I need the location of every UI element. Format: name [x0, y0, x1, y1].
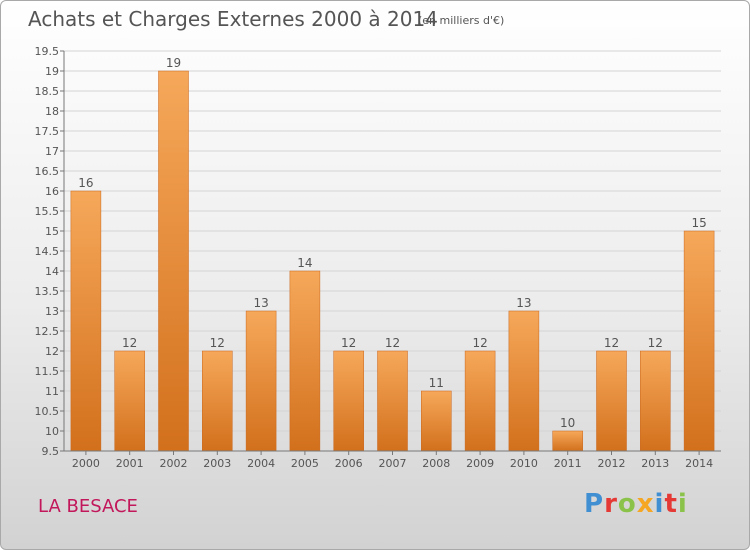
- y-tick-label: 11.5: [35, 365, 60, 378]
- y-tick-label: 10.5: [35, 405, 60, 418]
- data-label: 12: [122, 336, 137, 350]
- bar-2009: [464, 350, 496, 452]
- bar-2005: [289, 270, 321, 452]
- y-tick-label: 12: [45, 345, 59, 358]
- y-tick-label: 14: [45, 265, 59, 278]
- x-tick-label: 2001: [116, 457, 144, 470]
- proxiti-logo[interactable]: Proxiti: [584, 489, 688, 519]
- data-label: 13: [253, 296, 268, 310]
- y-tick-label: 19: [45, 65, 59, 78]
- bar-2008: [421, 390, 452, 452]
- place-name: LA BESACE: [38, 496, 138, 517]
- x-tick-label: 2011: [554, 457, 582, 470]
- x-tick-label: 2007: [379, 457, 407, 470]
- x-tick-label: 2000: [72, 457, 100, 470]
- y-tick-label: 15: [45, 225, 59, 238]
- x-tick-label: 2009: [466, 457, 494, 470]
- data-label: 12: [604, 336, 619, 350]
- y-tick-label: 19.5: [35, 45, 60, 58]
- x-tick-label: 2005: [291, 457, 319, 470]
- data-label: 12: [472, 336, 487, 350]
- bar-2000: [70, 190, 102, 452]
- logo-letter: P: [584, 489, 605, 519]
- bar-2010: [508, 310, 540, 452]
- bar-2013: [640, 350, 671, 452]
- data-label: 12: [385, 336, 400, 350]
- labels: 9.5 10 10.5 11 11.5 12 12.5 13 13.5 14 14.5 15 15.5 1…: [35, 45, 714, 470]
- y-tick-label: 10: [45, 425, 59, 438]
- x-tick-label: 2004: [247, 457, 275, 470]
- logo-letter: o: [617, 489, 637, 519]
- axes: [60, 50, 721, 455]
- y-tick-label: 9.5: [42, 445, 60, 458]
- data-label: 12: [648, 336, 663, 350]
- data-label: 12: [341, 336, 356, 350]
- logo-letter: i: [677, 489, 688, 519]
- y-tick-label: 14.5: [35, 245, 60, 258]
- chart-title: Achats et Charges Externes 2000 à 2014: [28, 7, 438, 31]
- logo-letter: r: [604, 489, 618, 519]
- y-tick-label: 17.5: [35, 125, 60, 138]
- data-label: 16: [78, 176, 93, 190]
- data-label: 13: [516, 296, 531, 310]
- bars: [70, 70, 715, 452]
- bar-2014: [683, 230, 715, 452]
- bar-2007: [377, 350, 408, 452]
- y-tick-label: 16.5: [35, 165, 60, 178]
- bar-2001: [114, 350, 145, 452]
- logo-letter: t: [664, 489, 678, 519]
- x-tick-label: 2012: [598, 457, 626, 470]
- chart-subtitle: (en milliers d'€): [418, 14, 505, 27]
- y-tick-label: 18: [45, 105, 59, 118]
- bar-2006: [333, 350, 364, 452]
- y-tick-label: 11: [45, 385, 59, 398]
- data-label: 12: [210, 336, 225, 350]
- y-tick-label: 13.5: [35, 285, 60, 298]
- x-tick-label: 2014: [685, 457, 713, 470]
- data-label: 10: [560, 416, 575, 430]
- data-label: 15: [691, 216, 706, 230]
- y-tick-label: 18.5: [35, 85, 60, 98]
- data-label: 11: [429, 376, 444, 390]
- x-tick-label: 2003: [203, 457, 231, 470]
- y-tick-label: 12.5: [35, 325, 60, 338]
- logo-letter: i: [654, 489, 665, 519]
- x-tick-label: 2013: [641, 457, 669, 470]
- data-label: 19: [166, 56, 181, 70]
- x-tick-label: 2002: [160, 457, 188, 470]
- x-tick-label: 2008: [422, 457, 450, 470]
- y-tick-label: 13: [45, 305, 59, 318]
- x-tick-label: 2010: [510, 457, 538, 470]
- y-tick-label: 15.5: [35, 205, 60, 218]
- y-tick-label: 17: [45, 145, 59, 158]
- bar-2003: [202, 350, 233, 452]
- data-label: 14: [297, 256, 312, 270]
- x-tick-label: 2006: [335, 457, 363, 470]
- bar-2004: [245, 310, 277, 452]
- logo-letter: x: [636, 489, 655, 519]
- bar-2011: [552, 430, 583, 452]
- y-tick-label: 16: [45, 185, 59, 198]
- bar-2002: [158, 70, 189, 452]
- bar-2012: [596, 350, 627, 452]
